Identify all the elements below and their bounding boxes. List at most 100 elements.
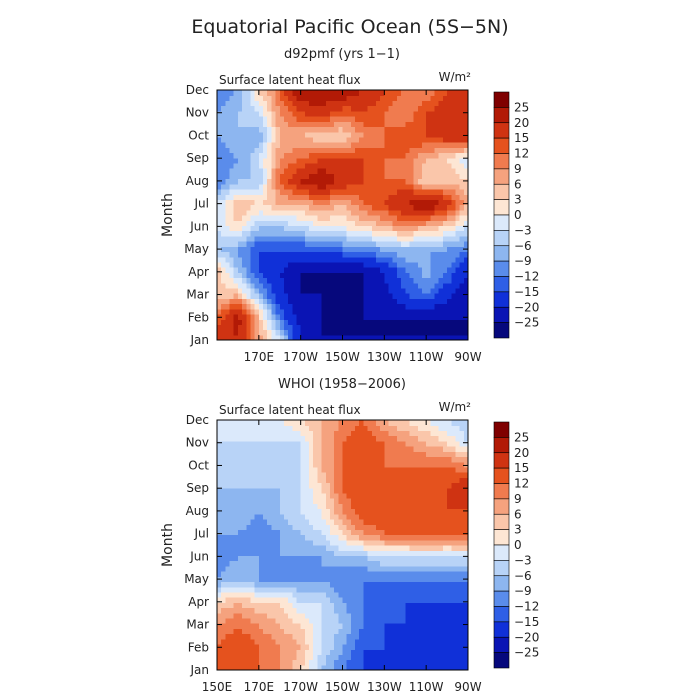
heatmap-cell bbox=[388, 215, 394, 221]
heatmap-cell bbox=[367, 287, 373, 294]
heatmap-cell bbox=[317, 602, 323, 609]
heatmap-cell bbox=[438, 498, 444, 504]
heatmap-cell bbox=[292, 659, 298, 666]
heatmap-cell bbox=[350, 282, 356, 289]
heatmap-cell bbox=[300, 272, 306, 279]
heatmap-cell bbox=[242, 550, 247, 557]
heatmap-cell bbox=[371, 147, 377, 154]
heatmap-cell bbox=[459, 204, 465, 211]
heatmap-cell bbox=[309, 298, 314, 305]
heatmap-cell bbox=[392, 178, 398, 185]
heatmap-cell bbox=[459, 194, 465, 200]
heatmap-cell bbox=[463, 261, 469, 268]
heatmap-cell bbox=[417, 272, 423, 279]
heatmap-cell bbox=[221, 324, 226, 331]
heatmap-cell bbox=[317, 126, 323, 133]
heatmap-cell bbox=[225, 251, 231, 258]
heatmap-cell bbox=[221, 508, 226, 515]
heatmap-cell bbox=[409, 334, 415, 341]
heatmap-cell bbox=[405, 664, 411, 671]
heatmap-cell bbox=[338, 565, 344, 572]
heatmap-cell bbox=[325, 319, 331, 325]
heatmap-cell bbox=[367, 95, 373, 102]
heatmap-cell bbox=[438, 518, 444, 525]
heatmap-cell bbox=[438, 199, 444, 206]
heatmap-cell bbox=[258, 633, 264, 640]
unit-label: W/m² bbox=[439, 70, 472, 84]
heatmap-cell bbox=[254, 654, 260, 661]
heatmap-cell bbox=[342, 121, 348, 128]
heatmap-cell bbox=[401, 586, 406, 593]
heatmap-cell bbox=[438, 565, 444, 572]
heatmap-cell bbox=[296, 183, 302, 190]
heatmap-cell bbox=[267, 162, 272, 169]
heatmap-cell bbox=[342, 199, 348, 206]
heatmap-cell bbox=[296, 319, 302, 325]
heatmap-cell bbox=[292, 116, 298, 122]
heatmap-cell bbox=[300, 261, 306, 268]
heatmap-cell bbox=[283, 649, 289, 655]
heatmap-cell bbox=[355, 607, 360, 614]
heatmap-cell bbox=[221, 586, 226, 593]
heatmap-cell bbox=[346, 654, 352, 661]
heatmap-cell bbox=[309, 267, 314, 273]
heatmap-cell bbox=[459, 293, 465, 299]
heatmap-cell bbox=[313, 545, 318, 551]
heatmap-cell bbox=[421, 623, 427, 629]
heatmap-cell bbox=[413, 612, 419, 619]
heatmap-cell bbox=[325, 628, 331, 635]
heatmap-cell bbox=[304, 607, 310, 614]
heatmap-cell bbox=[263, 230, 268, 237]
heatmap-cell bbox=[263, 565, 268, 572]
heatmap-cell bbox=[321, 105, 327, 112]
heatmap-cell bbox=[338, 204, 344, 211]
heatmap-cell bbox=[329, 162, 335, 169]
heatmap-cell bbox=[283, 126, 289, 133]
heatmap-cell bbox=[455, 246, 461, 253]
heatmap-cell bbox=[367, 173, 373, 180]
heatmap-cell bbox=[288, 178, 293, 185]
heatmap-cell bbox=[463, 173, 469, 180]
heatmap-cell bbox=[396, 183, 402, 190]
heatmap-cell bbox=[375, 508, 381, 515]
heatmap-cell bbox=[325, 116, 331, 122]
heatmap-cell bbox=[380, 256, 385, 263]
heatmap-cell bbox=[346, 503, 352, 510]
heatmap-cell bbox=[283, 524, 289, 530]
heatmap-cell bbox=[217, 319, 222, 325]
heatmap-cell bbox=[263, 162, 268, 169]
heatmap-cell bbox=[438, 256, 444, 263]
heatmap-cell bbox=[442, 308, 448, 315]
heatmap-cell bbox=[329, 612, 335, 619]
heatmap-cell bbox=[275, 287, 281, 294]
heatmap-cell bbox=[296, 539, 302, 546]
heatmap-cell bbox=[300, 565, 306, 572]
heatmap-cell bbox=[334, 100, 339, 107]
heatmap-cell bbox=[451, 319, 457, 325]
heatmap-cell bbox=[396, 659, 402, 666]
heatmap-cell bbox=[221, 168, 226, 174]
heatmap-cell bbox=[388, 282, 394, 289]
heatmap-cell bbox=[455, 602, 461, 609]
heatmap-cell bbox=[304, 162, 310, 169]
heatmap-cell bbox=[283, 633, 289, 640]
heatmap-cell bbox=[325, 282, 331, 289]
heatmap-cell bbox=[313, 492, 318, 499]
heatmap-cell bbox=[459, 638, 465, 645]
heatmap-cell bbox=[447, 147, 452, 154]
heatmap-cell bbox=[258, 293, 264, 299]
heatmap-cell bbox=[242, 147, 247, 154]
heatmap-cell bbox=[455, 591, 461, 598]
heatmap-cell bbox=[375, 628, 381, 635]
heatmap-cell bbox=[388, 513, 394, 520]
heatmap-cell bbox=[350, 612, 356, 619]
heatmap-cell bbox=[246, 95, 252, 102]
heatmap-cell bbox=[442, 623, 448, 629]
heatmap-cell bbox=[217, 534, 222, 541]
heatmap-cell bbox=[229, 287, 235, 294]
heatmap-cell bbox=[363, 157, 369, 164]
heatmap-cell bbox=[438, 142, 444, 148]
heatmap-cell bbox=[388, 100, 394, 107]
heatmap-cell bbox=[300, 518, 306, 525]
heatmap-cell bbox=[363, 173, 369, 180]
